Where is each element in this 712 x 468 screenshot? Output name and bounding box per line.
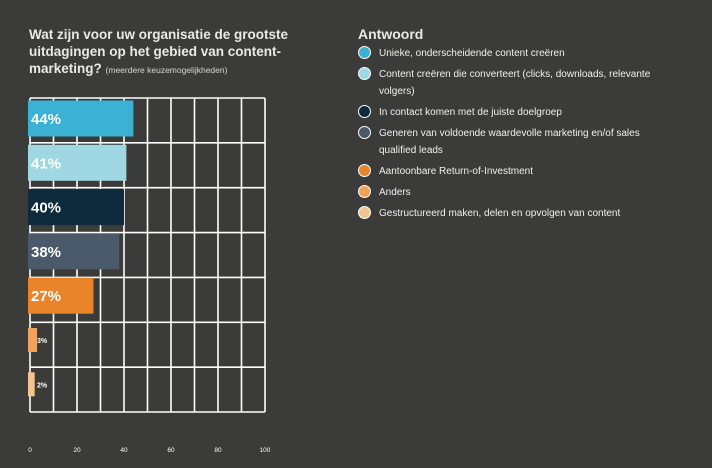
- legend-swatch: [358, 126, 371, 139]
- legend-label: Unieke, onderscheidende content creëren: [379, 48, 565, 59]
- legend-item: Anders: [358, 184, 688, 201]
- legend: Antwoord Unieke, onderscheidende content…: [358, 26, 688, 226]
- x-tick-label: 20: [73, 447, 81, 454]
- legend-item: Aantoonbare Return-of-Investment: [358, 163, 688, 180]
- data-label: 44%: [31, 111, 61, 128]
- data-label: 41%: [31, 155, 61, 172]
- chart-subtitle: (meerdere keuzemogelijkheden): [105, 65, 228, 75]
- legend-label: Gestructureerd maken, delen en opvolgen …: [379, 208, 621, 219]
- bar: [28, 233, 120, 270]
- legend-item: Generen van voldoende waardevolle market…: [358, 125, 688, 159]
- legend-swatch: [358, 185, 371, 198]
- legend-swatch: [358, 46, 371, 59]
- legend-label: Generen van voldoende waardevolle market…: [379, 128, 640, 156]
- legend-label: In contact komen met de juiste doelgroep: [379, 107, 562, 118]
- legend-item: Gestructureerd maken, delen en opvolgen …: [358, 205, 688, 222]
- legend-swatch: [358, 164, 371, 177]
- bar: [28, 189, 124, 226]
- legend-swatch: [358, 206, 371, 219]
- x-tick-label: 100: [260, 447, 271, 454]
- bar: [28, 277, 94, 314]
- data-label: 38%: [31, 244, 61, 261]
- legend-swatch: [358, 105, 371, 118]
- data-label: 27%: [31, 288, 61, 305]
- data-label: 40%: [31, 200, 61, 217]
- data-label: 2%: [37, 382, 48, 389]
- bar: [28, 372, 35, 397]
- x-tick-label: 60: [167, 447, 175, 454]
- data-label: 3%: [37, 338, 48, 345]
- legend-items: Unieke, onderscheidende content creëren C…: [358, 45, 688, 222]
- chart-title: Wat zijn voor uw organisatie de grootste…: [29, 26, 329, 79]
- legend-title: Antwoord: [358, 26, 424, 42]
- bar: [28, 100, 134, 137]
- legend-item: Content creëren die converteert (clicks,…: [358, 66, 688, 100]
- legend-label: Content creëren die converteert (clicks,…: [379, 69, 651, 97]
- bar: [28, 144, 127, 181]
- x-tick-label: 80: [214, 447, 222, 454]
- legend-item: In contact komen met de juiste doelgroep: [358, 104, 688, 121]
- x-tick-label: 0: [28, 447, 32, 454]
- bar: [28, 328, 38, 352]
- legend-item: Unieke, onderscheidende content creëren: [358, 45, 688, 62]
- legend-label: Aantoonbare Return-of-Investment: [379, 166, 533, 177]
- legend-swatch: [358, 67, 371, 80]
- x-tick-label: 40: [120, 447, 128, 454]
- legend-label: Anders: [379, 187, 411, 198]
- chart-title-text: Wat zijn voor uw organisatie de grootste…: [29, 27, 289, 76]
